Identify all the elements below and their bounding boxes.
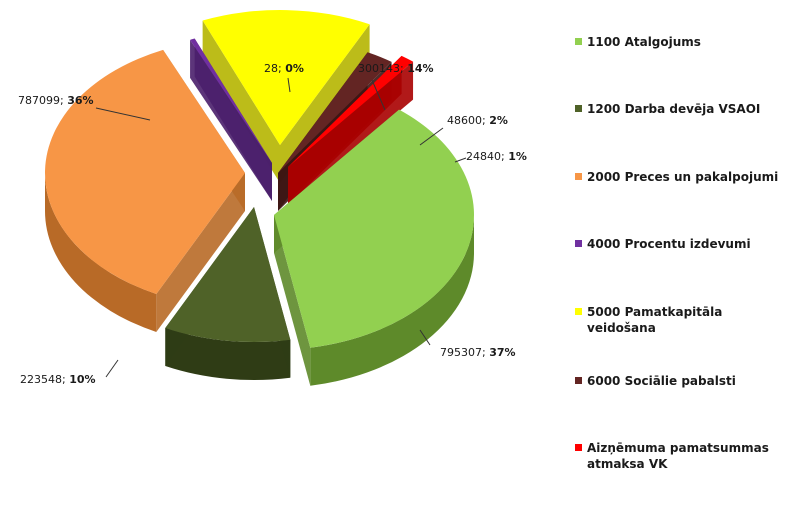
leader-line-1200	[105, 359, 119, 378]
pie-slice-wall-4000	[194, 38, 272, 201]
pie-slice-side-2000	[45, 173, 157, 333]
chart-legend: 1100 Atalgojums 1200 Darba devēja VSAOI …	[575, 0, 800, 506]
data-label-value-1100: 795307;	[440, 346, 489, 359]
data-label-6000: 48600; 2%	[447, 114, 508, 127]
data-label-percent-1200: 10%	[69, 373, 95, 386]
pie-slice-side-1200	[165, 328, 291, 380]
pie-slice-1100	[274, 109, 474, 386]
pie-slice-top-1200	[165, 207, 291, 342]
leader-line-4000	[287, 77, 291, 93]
data-label-value-2000: 787099;	[18, 94, 67, 107]
legend-swatch-6000	[575, 377, 582, 384]
legend-label-4000: 4000 Procentu izdevumi	[587, 237, 751, 251]
pie-slice-top-2000	[44, 49, 245, 295]
legend-swatch-4000	[575, 240, 582, 247]
data-label-percent-1100: 37%	[489, 346, 515, 359]
pie-slice-wall-vk	[288, 61, 414, 206]
legend-swatch-5000	[575, 308, 582, 315]
legend-label-2000: 2000 Preces un pakalpojumi	[587, 170, 779, 184]
pie-slice-4000	[190, 38, 272, 201]
legend-swatch-vk	[575, 444, 582, 451]
data-label-value-1200: 223548;	[20, 373, 69, 386]
legend-swatch-1200	[575, 105, 582, 112]
pie-slice-top-1100	[274, 109, 474, 348]
data-label-value-6000: 48600;	[447, 114, 489, 127]
data-label-percent-5000: 14%	[407, 62, 433, 75]
data-label-1100: 795307; 37%	[440, 346, 516, 359]
data-label-percent-4000: 0%	[285, 62, 304, 75]
leader-line-vk	[454, 157, 467, 163]
legend-swatch-2000	[575, 173, 582, 180]
data-label-value-vk: 24840;	[466, 150, 508, 163]
pie-slice-top-5000	[202, 10, 370, 146]
pie-slice-top-vk	[288, 55, 414, 167]
legend-swatch-1100	[575, 38, 582, 45]
pie-slice-2000	[44, 49, 245, 333]
pie-chart: 795307; 37% 223548; 10% 787099; 36% 28; 0% 3…	[18, 10, 527, 386]
data-label-vk: 24840; 1%	[466, 150, 527, 163]
pie-slice-1200	[165, 207, 291, 380]
legend-label-1100: 1100 Atalgojums	[587, 35, 701, 49]
data-label-5000: 300143; 14%	[358, 62, 434, 75]
pie-slice-top-6000	[278, 52, 392, 173]
data-label-value-5000: 300143;	[358, 62, 407, 75]
legend-label-vk: Aizņēmuma pamatsummas atmaksa VK	[587, 441, 769, 471]
data-label-percent-2000: 36%	[67, 94, 93, 107]
pie-slice-top-4000	[190, 38, 272, 163]
leader-line-1100	[419, 329, 431, 346]
legend-label-6000: 6000 Sociālie pabalsti	[587, 374, 736, 388]
leader-line-6000	[419, 127, 444, 146]
data-label-2000: 787099; 36%	[18, 94, 94, 107]
data-label-percent-vk: 1%	[508, 150, 527, 163]
data-label-percent-6000: 2%	[489, 114, 508, 127]
leader-line-5000	[371, 79, 386, 111]
legend-label-5000: 5000 Pamatkapitāla veidošana	[587, 305, 723, 335]
data-label-1200: 223548; 10%	[20, 373, 96, 386]
pie-slice-vk	[288, 55, 414, 206]
legend-label-1200: 1200 Darba devēja VSAOI	[587, 102, 761, 116]
pie-slice-side-1100	[310, 215, 474, 386]
pie-slice-wall-5000	[202, 20, 280, 183]
data-label-value-4000: 28;	[264, 62, 285, 75]
leader-line-2000	[95, 107, 151, 121]
data-label-4000: 28; 0%	[264, 62, 304, 75]
pie-slice-wall-1100	[274, 215, 311, 386]
pie-slice-wall-2000	[156, 173, 245, 333]
